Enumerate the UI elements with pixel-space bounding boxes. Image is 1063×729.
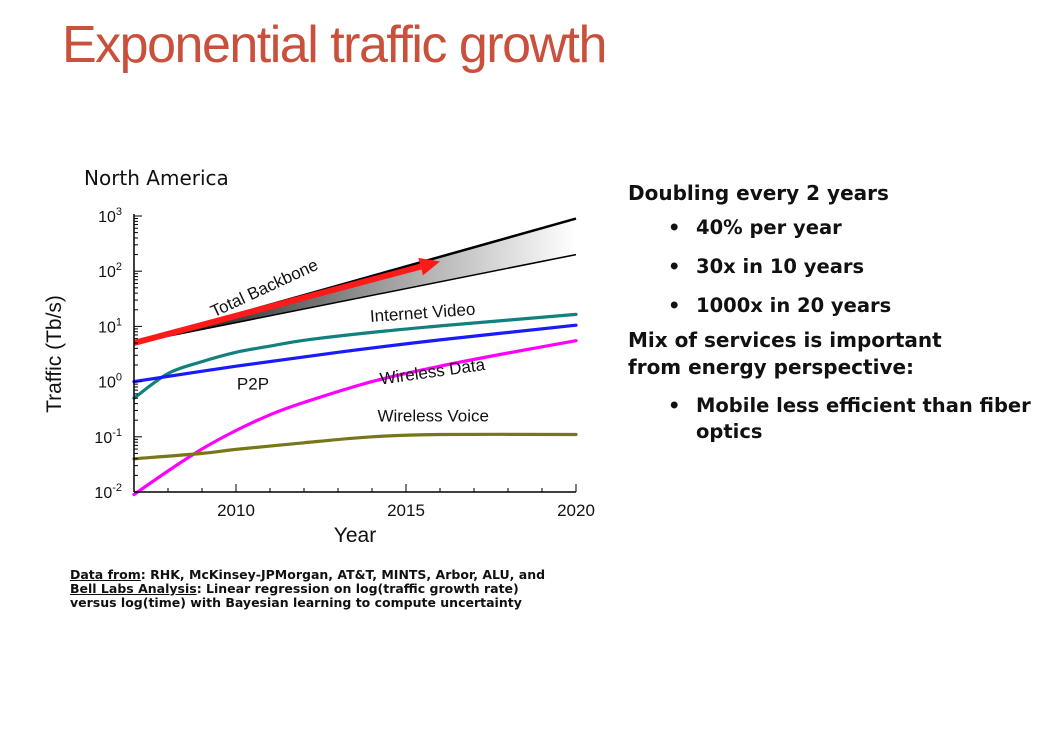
bullet-panel: Doubling every 2 years 40% per year 30x …	[628, 178, 1060, 445]
source-label-data-from: Data from	[70, 567, 141, 582]
y-tick-label: 10-2	[94, 482, 122, 502]
series-line-1	[132, 323, 578, 384]
bullet-item: Mobile less efficient than fiber optics	[668, 393, 1060, 445]
source-note: Data from: RHK, McKinsey-JPMorgan, AT&T,…	[70, 568, 545, 610]
label-wireless-data: Wireless Data	[379, 355, 487, 389]
series-lines	[132, 312, 578, 497]
bullet-item: 30x in 10 years	[668, 247, 1060, 286]
bullet-list-2: Mobile less efficient than fiber optics	[628, 393, 1060, 445]
label-p2p: P2P	[237, 374, 269, 393]
bullet-heading: Doubling every 2 years	[628, 181, 889, 205]
label-internet-video: Internet Video	[369, 300, 476, 326]
trend-arrow-shaft	[133, 263, 422, 346]
bullet-item: 1000x in 20 years	[668, 286, 1060, 325]
x-tick-label: 2015	[387, 501, 425, 520]
y-tick-label: 101	[98, 316, 122, 336]
chart-axes: 2010 2015 2020 10-2 10-1 100 101 102 103 Year Traf…	[43, 206, 595, 547]
mix-line-1: Mix of services is important	[628, 328, 942, 352]
label-wireless-voice: Wireless Voice	[377, 406, 488, 425]
trend-arrow-head	[418, 257, 440, 276]
x-tick-label: 2020	[557, 501, 595, 520]
series-line-0	[132, 312, 578, 400]
y-tick-label: 102	[98, 261, 122, 281]
bullet-item: 40% per year	[668, 208, 1060, 247]
x-tick-label: 2010	[217, 501, 255, 520]
traffic-chart: 2010 2015 2020 10-2 10-1 100 101 102 103 Year Traf…	[43, 206, 595, 547]
chart-subtitle: North America	[84, 166, 229, 190]
bullet-list: 40% per year 30x in 10 years 1000x in 20…	[628, 208, 1060, 325]
slide-title: Exponential traffic growth	[62, 16, 607, 74]
trend-arrow	[133, 257, 440, 346]
band-lower-line	[133, 253, 577, 344]
y-axis-title: Traffic (Tb/s)	[43, 295, 66, 413]
series-line-3	[132, 432, 578, 461]
x-axis-title: Year	[334, 524, 376, 547]
source-text-2: : Linear regression on log(traffic growt…	[196, 581, 519, 596]
mix-line-2: from energy perspective:	[628, 355, 915, 379]
series-line-2	[132, 339, 578, 497]
y-tick-label: 10-1	[94, 427, 122, 447]
source-label-bell-labs: Bell Labs Analysis	[70, 581, 197, 596]
y-tick-label: 100	[98, 372, 122, 392]
source-text-1: : RHK, McKinsey-JPMorgan, AT&T, MINTS, A…	[140, 567, 546, 582]
source-text-3: versus log(time) with Bayesian learning …	[70, 595, 522, 610]
y-tick-label: 103	[98, 206, 122, 226]
